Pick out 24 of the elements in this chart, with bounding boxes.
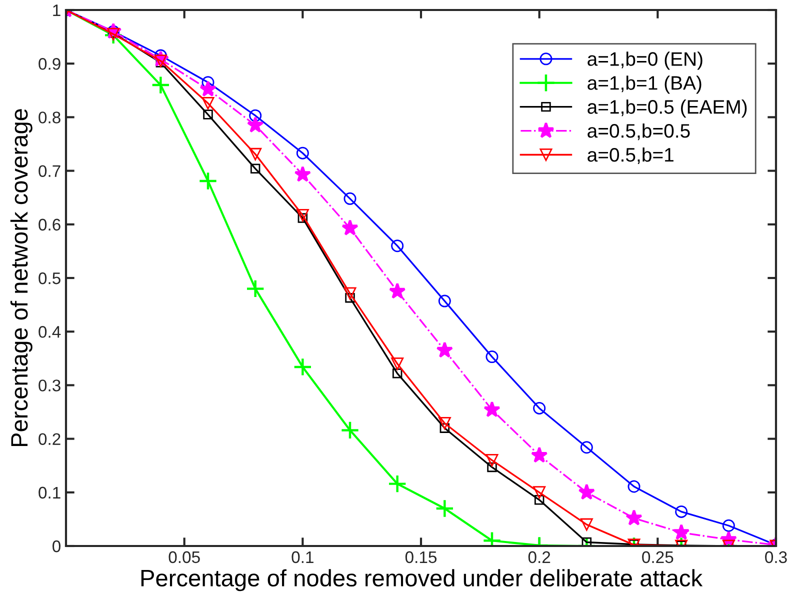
y-tick-label: 0.4 xyxy=(38,326,61,338)
legend-label: a=0.5,b=1 xyxy=(588,147,674,164)
y-axis-title: Percentage of network coverage xyxy=(10,109,32,446)
y-tick-label: 0.9 xyxy=(38,58,60,70)
y-tick-label: 0.2 xyxy=(38,433,60,446)
y-tick-label: 0.3 xyxy=(38,380,60,392)
x-tick-label: 0.05 xyxy=(168,551,200,564)
x-tick-label: 0.15 xyxy=(405,551,437,564)
y-tick-label: 0.8 xyxy=(38,112,60,124)
y-tick-label: 0.6 xyxy=(38,218,60,231)
legend-label: a=1,b=0 (EN) xyxy=(588,52,702,70)
legend-label: a=0.5,b=0.5 xyxy=(588,124,690,140)
y-tick-label: 0 xyxy=(52,540,60,552)
x-tick-label: 0.2 xyxy=(528,551,550,564)
x-tick-label: 0.1 xyxy=(292,551,314,564)
x-tick-label: 0.3 xyxy=(765,551,787,564)
y-tick-label: 0.7 xyxy=(38,165,60,178)
y-tick-label: 0.5 xyxy=(38,272,60,284)
legend-label: a=1,b=0.5 (EAEM) xyxy=(588,100,747,118)
x-tick-label: 0.25 xyxy=(642,551,674,564)
legend-label: a=1,b=1 (BA) xyxy=(588,76,702,94)
y-tick-label: 1 xyxy=(53,4,60,16)
y-tick-label: 0.1 xyxy=(38,486,60,499)
x-axis-title: Percentage of nodes removed under deliberate attack xyxy=(141,569,703,592)
